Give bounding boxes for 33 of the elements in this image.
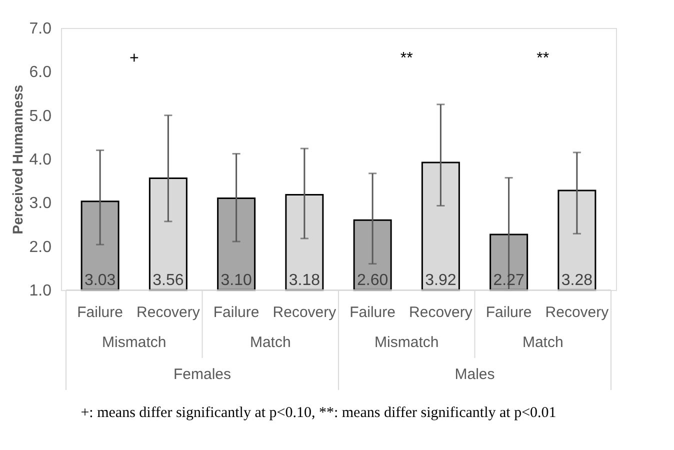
y-tick-label: 6.0 (29, 64, 52, 82)
y-tick-label: 7.0 (29, 20, 52, 38)
data-label: 3.92 (425, 272, 456, 289)
data-label: 3.10 (220, 272, 252, 289)
x-tick-label: Failure (77, 304, 123, 321)
text: Match (522, 334, 564, 351)
y-tick-label: 5.0 (29, 108, 52, 125)
y-tick-label: 4.0 (29, 152, 52, 168)
y-tick-label: 2.0 (29, 238, 52, 256)
data-label: 3.03 (84, 272, 116, 289)
data-label: 3.18 (288, 272, 320, 289)
data-label: 2.60 (356, 272, 388, 289)
x-tick-label: Failure (350, 304, 396, 321)
x-tick-label: Recovery (136, 304, 200, 321)
y-axis-title: Perceived Humanness (9, 84, 26, 234)
data-label: 3.56 (152, 272, 184, 289)
x-tick-label: Failure (486, 304, 532, 321)
text: Match (250, 334, 291, 351)
text: +: means differ significantly at p<0.10, **: means differ significantly at p<0.01 (80, 405, 556, 421)
text: Males (454, 366, 495, 383)
x-tick-label: Failure (213, 304, 260, 321)
annotation: + (129, 50, 139, 67)
y-tick-label: 1.0 (29, 282, 52, 300)
annotation: ** (400, 50, 413, 67)
y-tick-label: 3.0 (29, 195, 52, 212)
x-tick-label: Recovery (409, 304, 473, 321)
text: Females (173, 366, 232, 383)
annotation: ** (536, 50, 550, 67)
text: Mismatch (102, 334, 166, 351)
data-label: 3.28 (561, 272, 593, 289)
x-tick-label: Recovery (545, 304, 610, 321)
text: Mismatch (374, 334, 439, 351)
x-tick-label: Recovery (272, 304, 337, 321)
